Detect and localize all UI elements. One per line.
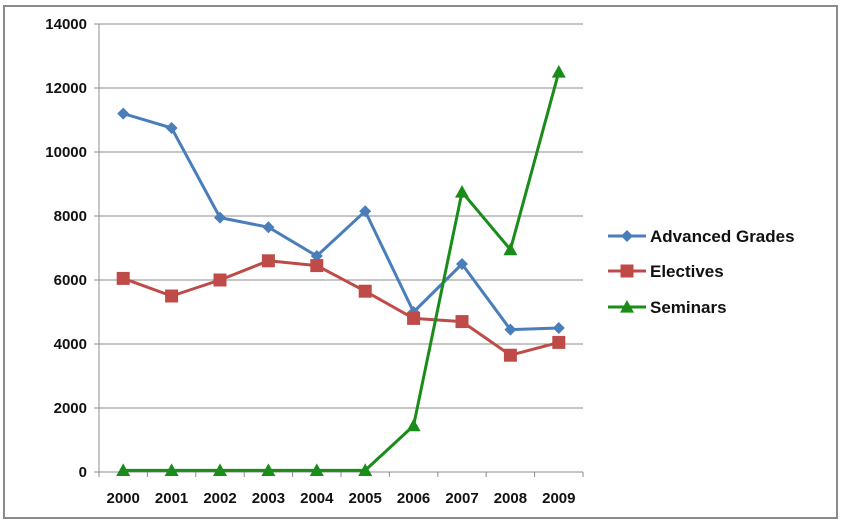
data-point-2 <box>116 463 131 476</box>
data-point-1 <box>552 335 566 349</box>
legend: Advanced Grades Electives Seminars <box>608 227 795 317</box>
y-tick-label: 10000 <box>45 144 87 161</box>
legend-marker-0 <box>621 230 633 242</box>
y-tick-label: 14000 <box>45 16 87 33</box>
y-tick-label: 8000 <box>54 208 87 225</box>
data-point-2 <box>358 463 373 476</box>
x-tick-label: 2005 <box>349 490 382 507</box>
data-point-2 <box>503 242 518 256</box>
x-tick-label: 2004 <box>300 490 334 507</box>
x-tick-label: 2009 <box>542 490 575 507</box>
x-tick-label: 2006 <box>397 490 430 507</box>
data-point-2 <box>164 463 179 476</box>
series-markers <box>116 65 566 476</box>
data-point-2 <box>406 418 421 432</box>
legend-marker-2 <box>620 300 634 313</box>
data-point-2 <box>213 463 227 476</box>
legend-marker-1 <box>620 264 634 278</box>
data-point-0 <box>359 205 372 218</box>
legend-label: Advanced Grades <box>650 227 795 246</box>
data-point-0 <box>165 122 178 134</box>
data-point-0 <box>310 250 323 262</box>
series-line-0 <box>122 112 559 332</box>
series-lines <box>122 71 561 472</box>
x-tick-label: 2008 <box>494 490 527 507</box>
x-tick-label: 2000 <box>107 490 140 507</box>
legend-label: Electives <box>650 262 724 281</box>
data-point-1 <box>213 273 227 287</box>
x-tick-label: 2002 <box>203 490 236 507</box>
x-tick-label: 2007 <box>445 490 478 507</box>
x-tick-label: 2001 <box>155 490 188 507</box>
series-line-1 <box>122 259 560 357</box>
y-tick-label: 0 <box>79 464 87 481</box>
data-point-2 <box>455 185 469 198</box>
chart-frame: 0 2000 4000 6000 8000 10000 12000 14000 2000 2001… <box>3 5 838 519</box>
data-point-0 <box>262 221 275 234</box>
data-point-0 <box>552 322 565 334</box>
data-point-1 <box>407 311 421 325</box>
data-point-0 <box>456 258 468 270</box>
data-point-1 <box>455 315 469 329</box>
data-point-0 <box>504 323 517 336</box>
data-point-2 <box>309 463 324 476</box>
data-point-1 <box>165 289 179 303</box>
legend-label: Seminars <box>650 298 727 317</box>
series-line-2 <box>123 71 561 472</box>
data-point-1 <box>116 271 130 285</box>
data-point-2 <box>551 65 566 78</box>
y-tick-label: 12000 <box>45 80 87 97</box>
y-tick-label: 6000 <box>54 272 87 289</box>
data-point-0 <box>214 211 226 224</box>
data-point-1 <box>503 348 517 362</box>
data-point-1 <box>310 259 324 273</box>
line-chart: 0 2000 4000 6000 8000 10000 12000 14000 2000 2001… <box>45 16 795 507</box>
y-tick-label: 2000 <box>54 400 87 417</box>
data-point-0 <box>117 107 130 120</box>
data-point-2 <box>261 463 276 476</box>
y-tick-label: 4000 <box>54 336 87 353</box>
axes: 0 2000 4000 6000 8000 10000 12000 14000 2000 2001… <box>45 16 584 507</box>
data-point-1 <box>358 284 372 298</box>
x-tick-label: 2003 <box>252 490 285 507</box>
data-point-1 <box>261 254 275 268</box>
